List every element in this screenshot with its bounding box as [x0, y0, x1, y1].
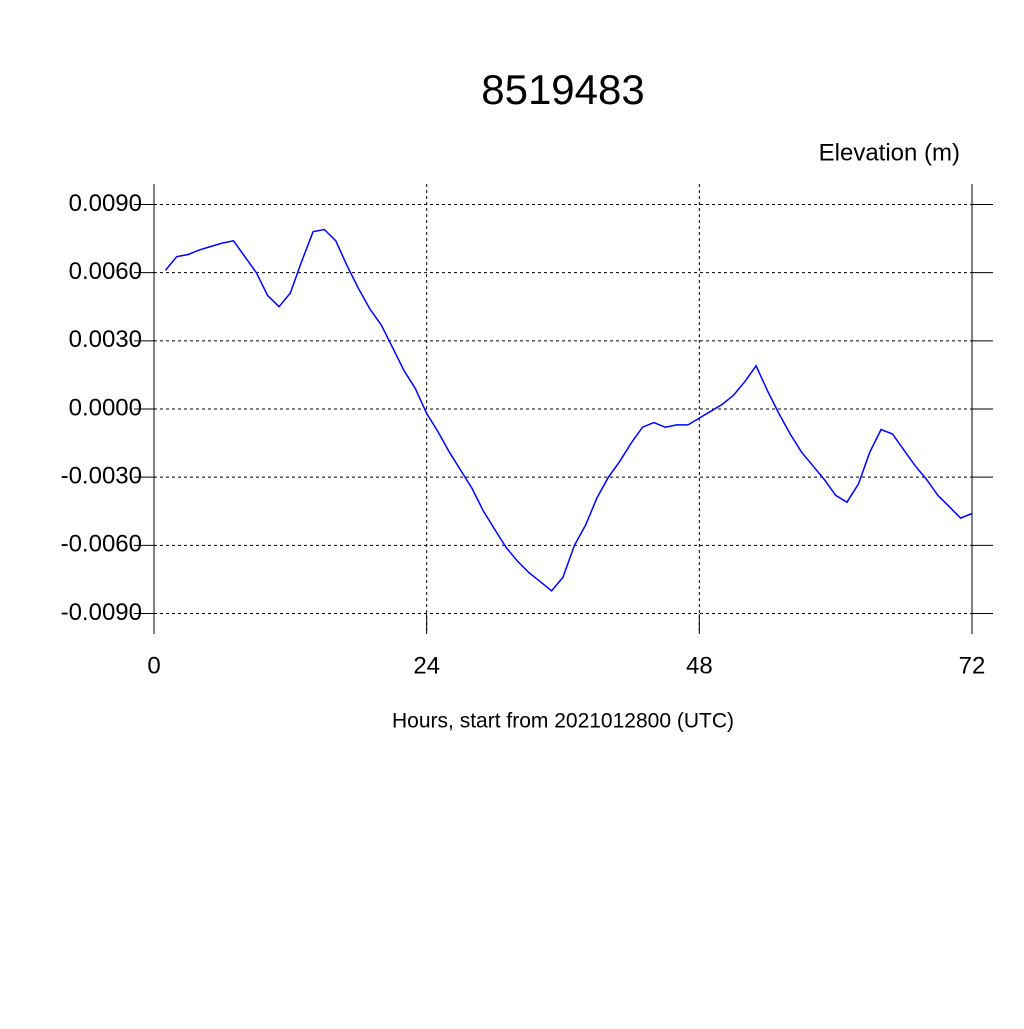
chart-title: 8519483 — [481, 66, 645, 113]
x-tick-label: 24 — [413, 652, 440, 679]
x-tick-label: 72 — [959, 652, 986, 679]
chart-subtitle: Elevation (m) — [819, 139, 960, 166]
data-line — [164, 228, 973, 592]
y-tick-label: 0.0000 — [69, 394, 142, 421]
x-axis-label: Hours, start from 2021012800 (UTC) — [392, 710, 734, 733]
y-tick-label: -0.0030 — [61, 463, 142, 490]
y-tick-label: -0.0060 — [61, 531, 142, 558]
y-tick-label: 0.0060 — [69, 258, 142, 285]
x-tick-label: 48 — [686, 652, 713, 679]
y-tick-label: -0.0090 — [61, 599, 142, 626]
x-tick-label: 0 — [147, 652, 160, 679]
y-tick-label: 0.0090 — [69, 190, 142, 217]
y-tick-label: 0.0030 — [69, 326, 142, 353]
